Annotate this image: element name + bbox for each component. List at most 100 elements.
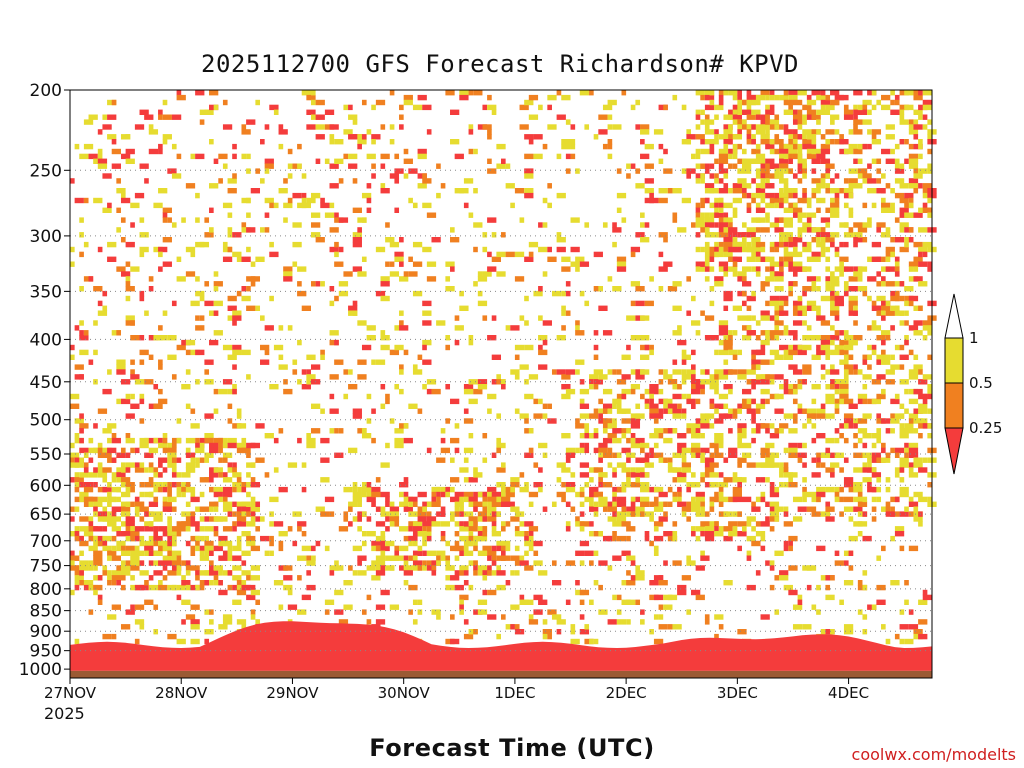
- ri-cell: [695, 148, 701, 155]
- ri-cell: [250, 506, 261, 512]
- ri-cell: [769, 452, 780, 458]
- ri-cell: [774, 114, 780, 120]
- ri-cell: [862, 570, 868, 576]
- ri-cell: [653, 418, 659, 424]
- ri-cell: [881, 202, 891, 209]
- ri-cell: [890, 535, 895, 542]
- ri-cell: [927, 134, 932, 140]
- ri-cell: [454, 339, 460, 346]
- ri-cell: [148, 511, 154, 517]
- ri-cell: [774, 305, 780, 311]
- ri-cell: [718, 437, 724, 444]
- ri-cell: [830, 271, 835, 277]
- ri-cell: [913, 158, 919, 164]
- ri-cell: [649, 197, 659, 204]
- ri-cell: [477, 565, 483, 571]
- ri-cell: [445, 276, 451, 282]
- ri-cell: [190, 638, 200, 645]
- ri-cell: [881, 330, 891, 336]
- ri-cell: [904, 638, 914, 645]
- ri-cell: [848, 565, 854, 571]
- ri-cell: [853, 158, 858, 164]
- ri-cell: [691, 452, 701, 458]
- ri-cell: [820, 320, 831, 326]
- ri-cell: [162, 310, 168, 316]
- ri-cell: [811, 398, 817, 405]
- ri-cell: [783, 188, 793, 194]
- ri-cell: [839, 433, 844, 439]
- ri-cell: [399, 482, 409, 488]
- ri-cell: [334, 565, 344, 571]
- y-tick-label: 300: [30, 227, 62, 247]
- ri-cell: [728, 114, 733, 120]
- ri-cell: [834, 344, 844, 351]
- ri-cell: [746, 315, 752, 321]
- ri-cell: [320, 408, 325, 414]
- ri-cell: [130, 565, 140, 571]
- ri-cell: [816, 609, 821, 615]
- ri-cell: [644, 178, 654, 184]
- ri-cell: [408, 168, 418, 174]
- ri-cell: [199, 315, 205, 321]
- ri-cell: [120, 491, 131, 498]
- ri-cell: [190, 423, 200, 429]
- ri-cell: [913, 119, 919, 125]
- ri-cell: [496, 447, 501, 454]
- ri-cell: [918, 153, 923, 160]
- ri-cell: [704, 261, 710, 267]
- ri-cell: [380, 535, 386, 542]
- ri-cell: [83, 501, 94, 507]
- ri-cell: [788, 428, 798, 434]
- ri-cell: [403, 477, 409, 483]
- ri-cell: [704, 232, 715, 238]
- ri-cell: [97, 472, 108, 478]
- ri-cell: [783, 251, 793, 258]
- ri-cell: [755, 241, 766, 248]
- ri-cell: [473, 388, 483, 395]
- ri-cell: [459, 535, 469, 542]
- ri-cell: [746, 99, 756, 106]
- ri-cell: [918, 143, 923, 150]
- ri-cell: [556, 335, 566, 341]
- ri-cell: [209, 442, 219, 449]
- ri-cell: [621, 217, 627, 223]
- x-tick-label: 29NOV: [266, 684, 319, 702]
- ri-cell: [881, 506, 891, 512]
- ri-cell: [510, 516, 520, 522]
- ri-cell: [686, 423, 692, 429]
- ri-cell: [899, 467, 905, 473]
- ri-cell: [640, 496, 650, 503]
- ri-cell: [802, 344, 812, 351]
- ri-cell: [213, 501, 219, 507]
- ri-cell: [338, 428, 344, 434]
- ri-cell: [218, 472, 223, 478]
- ri-cell: [904, 339, 909, 346]
- ri-cell: [779, 237, 784, 243]
- ri-cell: [741, 276, 747, 282]
- ri-cell: [487, 134, 492, 140]
- credit-link[interactable]: coolwx.com/modelts: [851, 745, 1016, 764]
- ri-cell: [195, 349, 205, 356]
- ri-cell: [834, 560, 844, 566]
- ri-cell: [871, 256, 882, 262]
- ri-cell: [556, 619, 566, 625]
- ri-cell: [779, 286, 784, 292]
- ri-cell: [751, 398, 756, 405]
- ri-cell: [908, 237, 914, 243]
- ri-cell: [802, 104, 812, 111]
- ri-cell: [375, 555, 386, 561]
- ri-cell: [820, 452, 831, 458]
- ri-cell: [125, 413, 135, 419]
- ri-cell: [904, 237, 914, 243]
- ri-cell: [139, 295, 145, 302]
- ri-cell: [876, 496, 882, 503]
- ri-cell: [918, 168, 928, 174]
- ri-cell: [816, 119, 821, 125]
- ri-cell: [422, 384, 427, 390]
- ri-cell: [158, 442, 168, 449]
- ri-cell: [913, 354, 919, 360]
- ri-cell: [635, 99, 641, 106]
- ri-cell: [626, 506, 636, 512]
- ri-cell: [630, 501, 636, 507]
